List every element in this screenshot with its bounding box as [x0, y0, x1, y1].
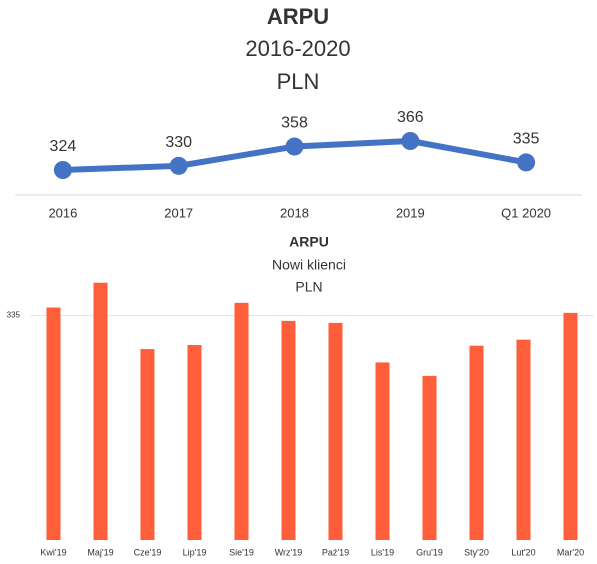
bar [46, 307, 61, 540]
chart-subtitle: Nowi klienci [272, 257, 346, 273]
y-tick-label: 335 [7, 311, 21, 320]
x-tick-label: Sty'20 [464, 547, 489, 557]
point [169, 156, 188, 175]
bar [422, 375, 437, 540]
data-label: 366 [397, 109, 424, 126]
bar [563, 312, 578, 540]
x-tick-label: Kwi'19 [40, 547, 66, 557]
chart-subtitle: 2016-2020 [245, 36, 350, 61]
chart-title: ARPU [289, 234, 329, 250]
bar [187, 345, 202, 540]
x-tick-label: Gru'19 [416, 547, 443, 557]
data-label: 330 [165, 134, 192, 151]
data-label: 324 [50, 138, 77, 155]
x-tick-label: Mar'20 [557, 547, 584, 557]
x-tick-label: Maj'19 [87, 547, 113, 557]
bar [93, 282, 108, 540]
x-tick-label: Q1 2020 [501, 205, 551, 220]
bar [516, 339, 531, 540]
x-tick-label: Cze'19 [134, 547, 162, 557]
x-tick-label: 2016 [48, 205, 77, 220]
x-tick-label: Wrz'19 [275, 547, 303, 557]
point [401, 132, 420, 150]
bar [140, 349, 155, 540]
x-tick-label: Lut'20 [511, 547, 535, 557]
data-label: 335 [513, 131, 540, 148]
bar [469, 345, 484, 540]
point [285, 137, 304, 156]
x-tick-label: Sie'19 [229, 547, 254, 557]
x-tick-label: Lis'19 [371, 547, 394, 557]
chart-title: ARPU [267, 4, 329, 29]
bar [328, 322, 343, 540]
bar [281, 320, 296, 540]
x-tick-label: 2017 [164, 205, 193, 220]
x-tick-label: 2018 [280, 205, 309, 220]
point [53, 161, 72, 179]
chart-subtitle: PLN [295, 279, 322, 295]
x-tick-label: Paź'19 [322, 547, 349, 557]
bar [234, 302, 249, 540]
chart-subtitle: PLN [277, 69, 320, 94]
x-tick-label: Lip'19 [183, 547, 207, 557]
x-tick-label: 2019 [396, 205, 425, 220]
point [517, 153, 536, 172]
bar [375, 362, 390, 540]
data-label: 358 [281, 115, 308, 132]
